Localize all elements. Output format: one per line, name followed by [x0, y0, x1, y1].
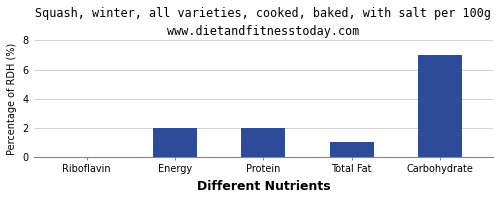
Bar: [330, 142, 374, 157]
X-axis label: Different Nutrients: Different Nutrients: [196, 180, 330, 193]
Bar: [241, 128, 286, 157]
Y-axis label: Percentage of RDH (%): Percentage of RDH (%): [7, 43, 17, 155]
Bar: [153, 128, 197, 157]
Title: Squash, winter, all varieties, cooked, baked, with salt per 100g
www.dietandfitn: Squash, winter, all varieties, cooked, b…: [36, 7, 492, 38]
Bar: [418, 55, 462, 157]
